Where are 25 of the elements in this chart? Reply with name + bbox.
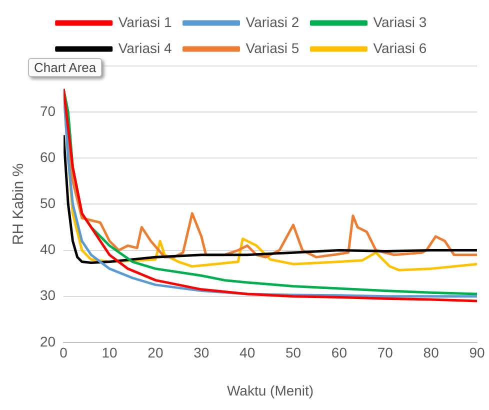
x-tick-label: 90 — [469, 344, 485, 361]
legend-label: Variasi 6 — [373, 40, 427, 56]
y-tick-label: 50 — [40, 195, 56, 212]
x-axis-title: Waktu (Menit) — [226, 382, 314, 398]
x-tick-label: 0 — [60, 344, 68, 361]
legend-label: Variasi 4 — [118, 40, 172, 56]
x-tick-label: 40 — [240, 344, 256, 361]
legend-label: Variasi 2 — [246, 14, 300, 30]
annotation: Chart Area — [28, 58, 102, 77]
y-tick-label: 30 — [40, 287, 56, 304]
y-tick-label: 40 — [40, 241, 56, 258]
x-tick-label: 30 — [194, 344, 210, 361]
legend-label: Variasi 1 — [118, 14, 172, 30]
legend-label: Variasi 5 — [246, 40, 300, 56]
x-tick-label: 60 — [331, 344, 348, 361]
x-tick-label: 50 — [285, 344, 302, 361]
legend-label: Variasi 3 — [373, 14, 427, 30]
y-tick-label: 60 — [40, 148, 56, 165]
y-tick-label: 70 — [40, 102, 56, 119]
x-tick-label: 10 — [102, 344, 118, 361]
x-tick-label: 70 — [377, 344, 394, 361]
y-axis-title: RH Kabin % — [10, 163, 28, 246]
x-tick-label: 20 — [148, 344, 164, 361]
y-tick-label: 20 — [40, 333, 56, 350]
x-tick-label: 80 — [423, 344, 440, 361]
